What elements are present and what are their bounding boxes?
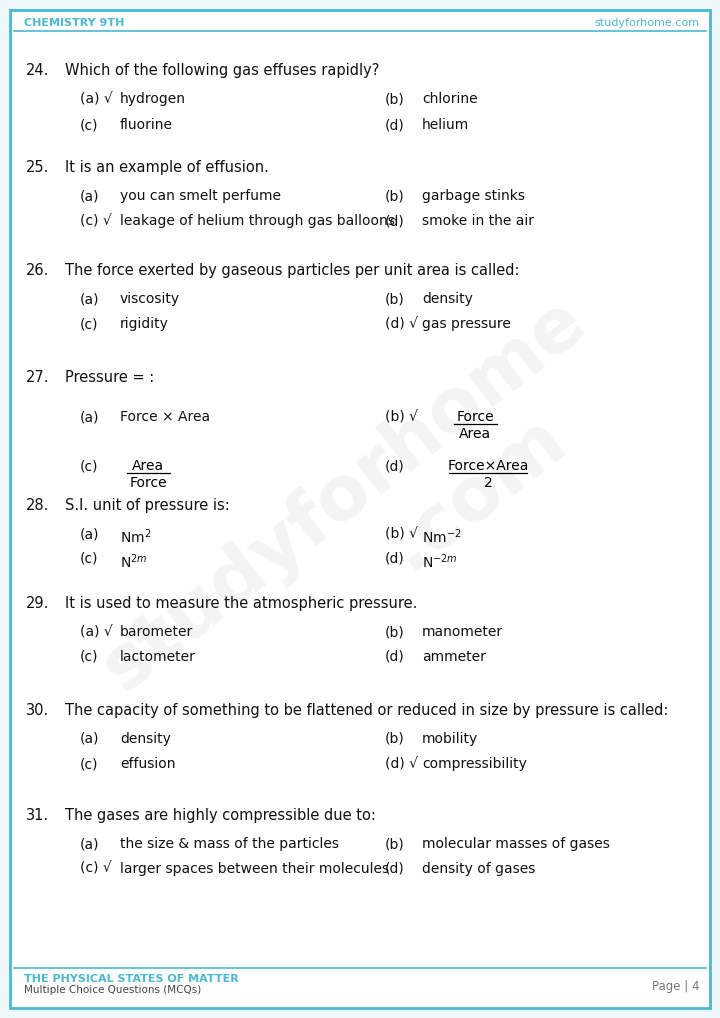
Text: (c) √: (c) √ — [80, 214, 112, 228]
Text: (b): (b) — [385, 625, 405, 639]
Text: N$^{-2m}$: N$^{-2m}$ — [422, 552, 457, 571]
Text: (a): (a) — [80, 410, 99, 425]
Text: gas pressure: gas pressure — [422, 317, 511, 331]
Text: 25.: 25. — [26, 160, 50, 175]
Text: Force × Area: Force × Area — [120, 410, 210, 425]
Text: (b) √: (b) √ — [385, 527, 418, 541]
Text: (b) √: (b) √ — [385, 410, 418, 425]
Text: barometer: barometer — [120, 625, 193, 639]
Text: N$^{2m}$: N$^{2m}$ — [120, 552, 148, 571]
Text: (c): (c) — [80, 651, 99, 664]
Text: 31.: 31. — [26, 808, 49, 823]
Text: (d): (d) — [385, 651, 405, 664]
Text: Nm$^{-2}$: Nm$^{-2}$ — [422, 527, 462, 546]
Text: lactometer: lactometer — [120, 651, 196, 664]
Text: ammeter: ammeter — [422, 651, 486, 664]
Text: density: density — [120, 732, 171, 746]
Text: larger spaces between their molecules: larger spaces between their molecules — [120, 862, 389, 876]
Text: (d): (d) — [385, 552, 405, 566]
Text: (c): (c) — [80, 317, 99, 331]
Text: rigidity: rigidity — [120, 317, 169, 331]
Text: 28.: 28. — [26, 498, 50, 513]
Text: Force: Force — [129, 476, 167, 490]
Text: (a) √: (a) √ — [80, 625, 113, 639]
Text: smoke in the air: smoke in the air — [422, 214, 534, 228]
Text: The force exerted by gaseous particles per unit area is called:: The force exerted by gaseous particles p… — [65, 263, 520, 278]
Text: Page | 4: Page | 4 — [652, 980, 700, 993]
Text: It is used to measure the atmospheric pressure.: It is used to measure the atmospheric pr… — [65, 596, 418, 611]
Text: you can smelt perfume: you can smelt perfume — [120, 189, 281, 203]
Text: Force×Area: Force×Area — [447, 459, 528, 473]
Text: compressibility: compressibility — [422, 757, 527, 771]
Text: studyforhome
        .com: studyforhome .com — [89, 284, 652, 772]
Text: helium: helium — [422, 118, 469, 132]
Text: CHEMISTRY 9TH: CHEMISTRY 9TH — [24, 18, 125, 29]
Text: density: density — [422, 292, 473, 306]
Text: (d): (d) — [385, 118, 405, 132]
Text: S.I. unit of pressure is:: S.I. unit of pressure is: — [65, 498, 230, 513]
Text: 27.: 27. — [26, 370, 50, 385]
Text: (c): (c) — [80, 552, 99, 566]
Text: manometer: manometer — [422, 625, 503, 639]
Text: leakage of helium through gas balloons: leakage of helium through gas balloons — [120, 214, 395, 228]
Text: Multiple Choice Questions (MCQs): Multiple Choice Questions (MCQs) — [24, 985, 202, 995]
Text: 24.: 24. — [26, 63, 50, 78]
Text: (a): (a) — [80, 527, 99, 541]
Text: (d): (d) — [385, 459, 405, 473]
Text: (b): (b) — [385, 189, 405, 203]
Text: It is an example of effusion.: It is an example of effusion. — [65, 160, 269, 175]
Text: (c): (c) — [80, 459, 99, 473]
Text: THE PHYSICAL STATES OF MATTER: THE PHYSICAL STATES OF MATTER — [24, 974, 239, 984]
Text: (d): (d) — [385, 214, 405, 228]
Text: (d) √: (d) √ — [385, 757, 418, 771]
Text: 26.: 26. — [26, 263, 50, 278]
Text: (a): (a) — [80, 189, 99, 203]
FancyBboxPatch shape — [10, 10, 710, 1008]
Text: (c): (c) — [80, 118, 99, 132]
Text: density of gases: density of gases — [422, 862, 536, 876]
Text: (b): (b) — [385, 732, 405, 746]
Text: 2: 2 — [484, 476, 492, 490]
Text: Nm$^{2}$: Nm$^{2}$ — [120, 527, 151, 546]
Text: (c) √: (c) √ — [80, 862, 112, 876]
Text: (b): (b) — [385, 92, 405, 106]
Text: Force: Force — [456, 410, 494, 425]
Text: molecular masses of gases: molecular masses of gases — [422, 837, 610, 851]
Text: (d): (d) — [385, 862, 405, 876]
Text: Area: Area — [459, 427, 491, 441]
Text: chlorine: chlorine — [422, 92, 477, 106]
Text: the size & mass of the particles: the size & mass of the particles — [120, 837, 339, 851]
Text: (a): (a) — [80, 292, 99, 306]
Text: fluorine: fluorine — [120, 118, 173, 132]
Text: hydrogen: hydrogen — [120, 92, 186, 106]
Text: studyforhome.com: studyforhome.com — [595, 18, 700, 29]
Text: (d) √: (d) √ — [385, 317, 418, 331]
Text: (c): (c) — [80, 757, 99, 771]
Text: The gases are highly compressible due to:: The gases are highly compressible due to… — [65, 808, 376, 823]
Text: garbage stinks: garbage stinks — [422, 189, 525, 203]
Text: viscosity: viscosity — [120, 292, 180, 306]
Text: Which of the following gas effuses rapidly?: Which of the following gas effuses rapid… — [65, 63, 379, 78]
Text: (a): (a) — [80, 732, 99, 746]
Text: Pressure = :: Pressure = : — [65, 370, 154, 385]
Text: (b): (b) — [385, 837, 405, 851]
Text: effusion: effusion — [120, 757, 176, 771]
Text: The capacity of something to be flattened or reduced in size by pressure is call: The capacity of something to be flattene… — [65, 703, 668, 718]
Text: (a): (a) — [80, 837, 99, 851]
Text: (a) √: (a) √ — [80, 92, 113, 106]
Text: 30.: 30. — [26, 703, 49, 718]
Text: (b): (b) — [385, 292, 405, 306]
Text: 29.: 29. — [26, 596, 50, 611]
Text: mobility: mobility — [422, 732, 478, 746]
Text: Area: Area — [132, 459, 164, 473]
